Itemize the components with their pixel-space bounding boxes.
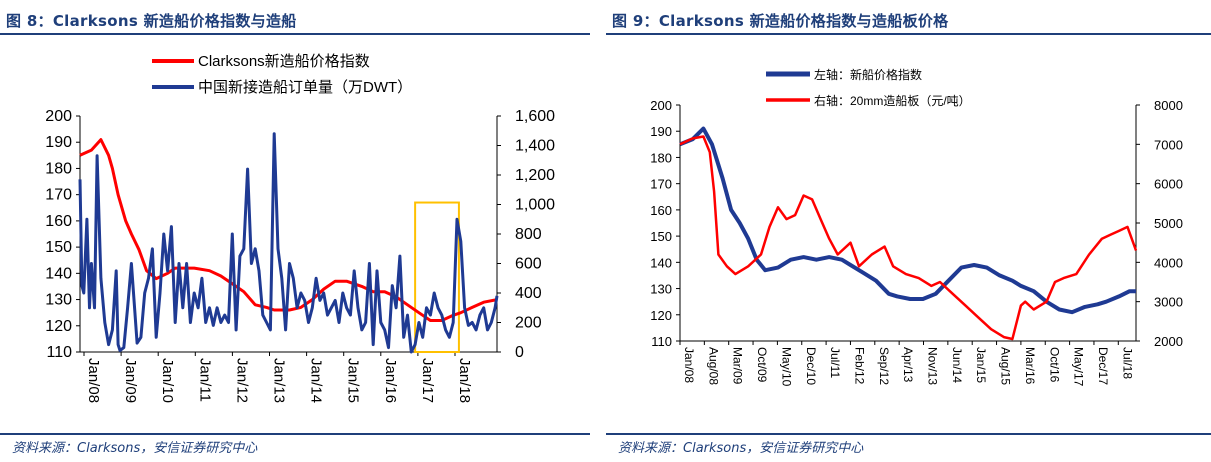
chart8-right-tick-label: 200 bbox=[515, 315, 542, 332]
chart8-right-tick-label: 1,400 bbox=[515, 138, 555, 155]
chart8-x-tick-label: Jan/16 bbox=[382, 358, 399, 403]
chart9-x-tick-label: May/10 bbox=[779, 347, 793, 387]
chart9-left-tick-label: 200 bbox=[650, 98, 672, 113]
chart8-right-tick-label: 0 bbox=[515, 344, 524, 361]
chart8-right-tick-label: 1,600 bbox=[515, 108, 555, 125]
chart9-right-tick-label: 4000 bbox=[1154, 255, 1183, 270]
chart8-x-tick-label: Jan/12 bbox=[233, 358, 250, 403]
chart9-left-tick-label: 180 bbox=[650, 150, 672, 165]
figure-8-chart: 110 120 130 140 150 160 170 180 190 200 0 200 400 600… bbox=[45, 53, 555, 403]
figure-8-title: 图 8：Clarksons 新造船价格指数与造船 bbox=[6, 12, 297, 30]
chart8-x-tick-label: Jan/15 bbox=[345, 358, 362, 403]
chart9-left-tick-label: 110 bbox=[651, 334, 672, 349]
chart8-legend-label-2: 中国新接造船订单量（万DWT） bbox=[198, 79, 412, 96]
chart9-right-tick-label: 2000 bbox=[1154, 334, 1183, 349]
chart9-x-tick-label: Oct/16 bbox=[1047, 347, 1061, 383]
chart9-right-tick-label: 7000 bbox=[1154, 137, 1183, 152]
figure-8-panel: 图 8：Clarksons 新造船价格指数与造船 110 120 130 140 150… bbox=[0, 0, 590, 462]
chart8-legend-label-1: Clarksons新造船价格指数 bbox=[198, 53, 370, 70]
chart9-x-tick-label: Sep/12 bbox=[877, 347, 891, 385]
chart9-x-tick-label: Mar/16 bbox=[1023, 347, 1037, 385]
chart9-x-tick-label: Jan/15 bbox=[974, 347, 988, 383]
figure-9-bottom-rule bbox=[606, 433, 1211, 435]
chart9-left-tick-label: 130 bbox=[650, 282, 672, 297]
figure-9-source: 资料来源：Clarksons，安信证券研究中心 bbox=[618, 441, 864, 456]
figure-9-panel: 图 9：Clarksons 新造船价格指数与造船板价格 110 120 130 140… bbox=[606, 0, 1211, 462]
chart9-x-tick-label: Mar/09 bbox=[731, 347, 745, 385]
chart8-left-tick-label: 120 bbox=[45, 318, 72, 335]
chart8-right-tick-label: 600 bbox=[515, 256, 542, 273]
chart8-left-tick-label: 140 bbox=[45, 265, 72, 282]
chart8-x-tick-label: Jan/14 bbox=[308, 358, 325, 403]
chart9-x-tick-label: Dec/10 bbox=[804, 347, 818, 385]
chart8-left-tick-label: 110 bbox=[46, 344, 72, 361]
chart9-x-tick-label: Jul/11 bbox=[828, 347, 842, 378]
chart9-x-tick-label: Feb/12 bbox=[852, 347, 866, 385]
chart8-x-tick-label: Jan/13 bbox=[271, 358, 288, 403]
chart9-left-tick-label: 120 bbox=[650, 308, 672, 323]
figure-8-source: 资料来源：Clarksons，安信证券研究中心 bbox=[12, 441, 258, 456]
chart8-x-tick-label: Jan/17 bbox=[419, 358, 436, 403]
chart8-left-tick-label: 150 bbox=[45, 239, 72, 256]
chart9-legend-label-1: 左轴：新船价格指数 bbox=[814, 67, 922, 82]
chart8-x-tick-label: Jan/08 bbox=[85, 358, 102, 403]
chart8-right-tick-label: 1,200 bbox=[515, 167, 555, 184]
chart9-legend-label-2: 右轴：20mm造船板（元/吨） bbox=[814, 93, 971, 108]
chart8-left-tick-label: 190 bbox=[45, 134, 72, 151]
chart8-x-tick-label: Jan/09 bbox=[122, 358, 139, 403]
chart9-left-tick-label: 170 bbox=[650, 177, 672, 192]
figure-8-bottom-rule bbox=[0, 433, 590, 435]
chart8-left-tick-label: 180 bbox=[45, 160, 72, 177]
figure-9-top-rule bbox=[606, 33, 1211, 35]
chart9-x-tick-label: Jul/18 bbox=[1120, 347, 1134, 379]
chart9-x-tick-label: Oct/09 bbox=[755, 347, 769, 383]
figure-8-top-rule bbox=[0, 33, 590, 35]
chart8-x-tick-label: Jan/10 bbox=[159, 358, 176, 403]
chart9-x-tick-label: Aug/08 bbox=[706, 347, 720, 385]
chart9-right-tick-label: 5000 bbox=[1154, 216, 1183, 231]
chart9-series-line-2 bbox=[679, 135, 1138, 341]
chart8-x-tick-label: Jan/11 bbox=[196, 358, 213, 402]
chart9-left-tick-label: 150 bbox=[650, 229, 672, 244]
chart8-right-tick-label: 800 bbox=[515, 226, 542, 243]
chart9-series-line-1 bbox=[679, 126, 1136, 315]
chart9-x-tick-label: Apr/13 bbox=[901, 347, 915, 383]
chart9-right-tick-label: 8000 bbox=[1154, 98, 1183, 113]
chart9-x-tick-label: Dec/17 bbox=[1096, 347, 1110, 385]
chart9-x-tick-label: May/17 bbox=[1072, 347, 1086, 387]
chart8-highlight-box bbox=[414, 201, 460, 353]
chart8-series-line-1 bbox=[79, 138, 498, 322]
chart9-left-tick-label: 160 bbox=[650, 203, 672, 218]
chart9-x-tick-label: Nov/13 bbox=[926, 347, 940, 385]
chart9-x-tick-label: Jun/14 bbox=[950, 347, 964, 383]
chart8-right-tick-label: 1,000 bbox=[515, 197, 555, 214]
chart9-left-tick-label: 140 bbox=[650, 255, 672, 270]
chart8-left-tick-label: 170 bbox=[45, 187, 72, 204]
chart9-x-tick-label: Jan/08 bbox=[682, 347, 696, 383]
chart8-series-line-2 bbox=[78, 132, 499, 354]
chart9-left-tick-label: 190 bbox=[650, 124, 672, 139]
figure-9-title: 图 9：Clarksons 新造船价格指数与造船板价格 bbox=[612, 12, 949, 30]
chart8-x-tick-label: Jan/18 bbox=[456, 358, 473, 403]
chart8-left-tick-label: 160 bbox=[45, 213, 72, 230]
chart9-x-tick-label: Aug/15 bbox=[999, 347, 1013, 385]
figure-9-chart: 110 120 130 140 150 160 170 180 190 200 2000 3000 40… bbox=[650, 67, 1183, 387]
chart9-right-tick-label: 3000 bbox=[1154, 295, 1183, 310]
chart9-right-tick-label: 6000 bbox=[1154, 177, 1183, 192]
chart8-left-tick-label: 130 bbox=[45, 292, 72, 309]
chart8-right-tick-label: 400 bbox=[515, 285, 542, 302]
chart8-left-tick-label: 200 bbox=[45, 108, 72, 125]
